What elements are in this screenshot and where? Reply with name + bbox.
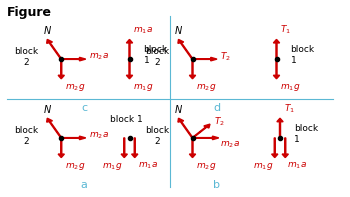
FancyArrow shape xyxy=(121,138,127,158)
Text: $m_1g$: $m_1g$ xyxy=(102,161,122,172)
Text: c: c xyxy=(81,103,87,113)
Text: $T_2$: $T_2$ xyxy=(220,51,231,63)
Text: $m_2g$: $m_2g$ xyxy=(65,161,85,172)
FancyArrow shape xyxy=(61,136,86,140)
Text: $m_2g$: $m_2g$ xyxy=(65,82,85,93)
Text: $T_2$: $T_2$ xyxy=(214,116,224,128)
FancyArrow shape xyxy=(61,57,86,61)
Text: $N$: $N$ xyxy=(174,103,183,115)
Text: block
2: block 2 xyxy=(146,47,169,67)
Text: $m_1g$: $m_1g$ xyxy=(133,82,153,93)
Text: $m_2a$: $m_2a$ xyxy=(89,52,109,62)
Text: d: d xyxy=(214,103,220,113)
FancyArrow shape xyxy=(272,138,278,158)
Text: $m_2g$: $m_2g$ xyxy=(196,82,216,93)
FancyArrow shape xyxy=(178,118,193,138)
Text: $m_1g$: $m_1g$ xyxy=(280,82,300,93)
Text: block
2: block 2 xyxy=(14,126,38,146)
Text: a: a xyxy=(80,180,88,190)
Text: $m_1a$: $m_1a$ xyxy=(287,161,307,171)
Text: block 1: block 1 xyxy=(110,115,142,124)
Text: $m_2a$: $m_2a$ xyxy=(220,140,240,150)
Text: $m_1a$: $m_1a$ xyxy=(133,26,153,36)
Text: $N$: $N$ xyxy=(174,24,183,36)
FancyArrow shape xyxy=(47,39,62,59)
Text: $N$: $N$ xyxy=(43,103,52,115)
FancyArrow shape xyxy=(178,39,193,59)
FancyArrow shape xyxy=(132,138,138,158)
FancyArrow shape xyxy=(273,39,280,59)
Text: block
2: block 2 xyxy=(14,47,38,67)
Text: block
1: block 1 xyxy=(290,46,315,65)
FancyArrow shape xyxy=(189,138,196,158)
Text: block
1: block 1 xyxy=(144,46,168,65)
FancyArrow shape xyxy=(193,57,217,61)
Text: Figure: Figure xyxy=(7,6,52,19)
FancyArrow shape xyxy=(273,59,280,79)
FancyArrow shape xyxy=(192,124,210,138)
Text: $m_2g$: $m_2g$ xyxy=(196,161,216,172)
Text: $m_2a$: $m_2a$ xyxy=(89,131,109,141)
FancyArrow shape xyxy=(58,59,64,79)
FancyArrow shape xyxy=(126,39,133,59)
Text: $m_1a$: $m_1a$ xyxy=(138,161,158,171)
FancyArrow shape xyxy=(47,118,62,138)
FancyArrow shape xyxy=(189,59,196,79)
Text: block
2: block 2 xyxy=(146,126,169,146)
Text: b: b xyxy=(214,180,220,190)
Text: $N$: $N$ xyxy=(43,24,52,36)
Text: $T_1$: $T_1$ xyxy=(280,24,291,36)
Text: $T_1$: $T_1$ xyxy=(284,103,294,115)
FancyArrow shape xyxy=(126,59,133,79)
FancyArrow shape xyxy=(282,138,288,158)
Text: block
1: block 1 xyxy=(294,124,318,144)
FancyArrow shape xyxy=(193,136,219,140)
Text: $m_1g$: $m_1g$ xyxy=(253,161,273,172)
FancyArrow shape xyxy=(277,118,283,138)
FancyArrow shape xyxy=(58,138,64,158)
